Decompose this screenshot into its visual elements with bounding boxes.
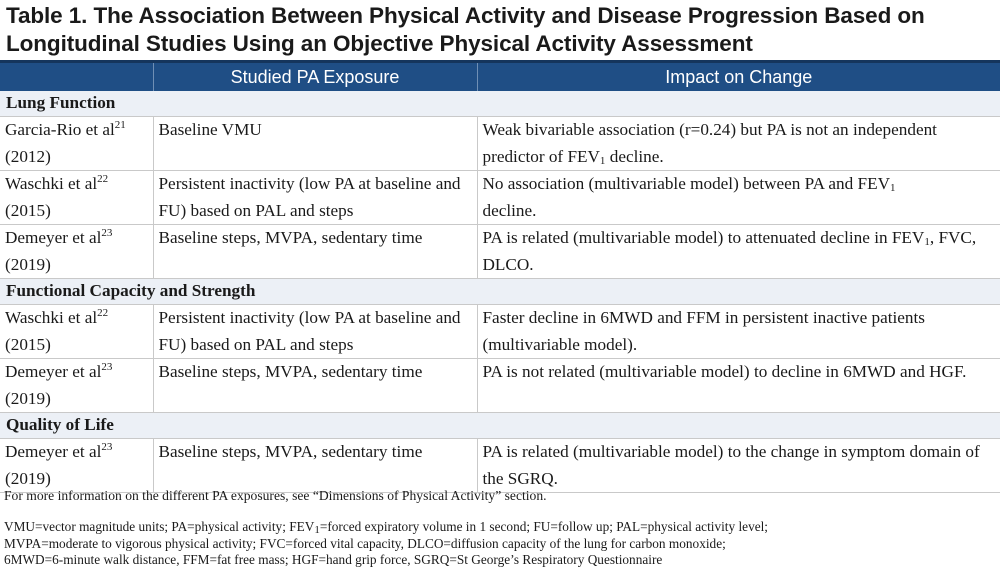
study-cell: Demeyer et al23 (2019)	[0, 438, 153, 493]
section-label: Lung Function	[0, 91, 1000, 117]
reference-number: 22	[97, 173, 109, 185]
impact-cell: PA is related (multivariable model) to t…	[476, 438, 1000, 493]
exposure-cell: Persistent inactivity (low PA at baselin…	[152, 304, 477, 359]
author: Garcia-Rio et al	[5, 120, 115, 139]
header-study	[0, 60, 153, 91]
header-impact-on-change: Impact on Change	[476, 60, 1000, 91]
table-row: Waschki et al22 (2015) Persistent inactiv…	[0, 304, 1000, 359]
abbreviations-line-1: VMU=vector magnitude units; PA=physical …	[4, 519, 769, 536]
year: (2019)	[5, 388, 51, 408]
author: Demeyer et al	[5, 442, 102, 461]
section-label: Quality of Life	[0, 412, 1000, 439]
abbreviations-line-3: 6MWD=6-minute walk distance, FFM=fat fre…	[4, 552, 663, 567]
year: (2012)	[5, 146, 51, 166]
table-row: Demeyer et al23 (2019) Baseline steps, MV…	[0, 224, 1000, 279]
exposure-cell: Baseline VMU	[152, 116, 477, 171]
footnote-info: For more information on the different PA…	[4, 488, 547, 503]
section-row-functional-capacity: Functional Capacity and Strength	[0, 278, 1000, 305]
impact-cell: No association (multivariable model) bet…	[476, 170, 1000, 225]
table-title-line-2: Longitudinal Studies Using an Objective …	[6, 31, 753, 56]
author: Waschki et al	[5, 174, 98, 193]
impact-cell: Weak bivariable association (r=0.24) but…	[476, 116, 1000, 171]
reference-number: 23	[101, 441, 113, 453]
study-cell: Garcia-Rio et al21 (2012)	[0, 116, 153, 171]
reference-number: 23	[101, 361, 113, 373]
impact-cell: Faster decline in 6MWD and FFM in persis…	[476, 304, 1000, 359]
exposure-cell: Persistent inactivity (low PA at baselin…	[152, 170, 477, 225]
table-row: Waschki et al22 (2015) Persistent inactiv…	[0, 170, 1000, 225]
author: Demeyer et al	[5, 362, 102, 381]
association-table: Studied PA Exposure Impact on Change Lun…	[0, 60, 1000, 493]
exposure-cell: Baseline steps, MVPA, sedentary time	[152, 438, 477, 493]
table-row: Garcia-Rio et al21 (2012) Baseline VMU We…	[0, 116, 1000, 171]
reference-number: 22	[97, 307, 109, 319]
exposure-cell: Baseline steps, MVPA, sedentary time	[152, 224, 477, 279]
year: (2015)	[5, 200, 51, 220]
study-cell: Waschki et al22 (2015)	[0, 170, 153, 225]
impact-cell: PA is related (multivariable model) to a…	[476, 224, 1000, 279]
study-cell: Demeyer et al23 (2019)	[0, 224, 153, 279]
reference-number: 23	[101, 227, 113, 239]
table-title-line-1: Table 1. The Association Between Physica…	[6, 3, 925, 28]
exposure-cell: Baseline steps, MVPA, sedentary time	[152, 358, 477, 413]
table-row: Demeyer et al23 (2019) Baseline steps, MV…	[0, 358, 1000, 413]
section-row-quality-of-life: Quality of Life	[0, 412, 1000, 439]
table-title: Table 1. The Association Between Physica…	[6, 2, 996, 58]
author: Demeyer et al	[5, 228, 102, 247]
reference-number: 21	[114, 119, 126, 131]
author: Waschki et al	[5, 308, 98, 327]
table-header: Studied PA Exposure Impact on Change	[0, 60, 1000, 91]
header-studied-pa-exposure: Studied PA Exposure	[152, 60, 477, 91]
year: (2015)	[5, 334, 51, 354]
impact-cell: PA is not related (multivariable model) …	[476, 358, 1000, 413]
study-cell: Waschki et al22 (2015)	[0, 304, 153, 359]
year: (2019)	[5, 468, 51, 488]
section-row-lung-function: Lung Function	[0, 91, 1000, 117]
table-row: Demeyer et al23 (2019) Baseline steps, MV…	[0, 438, 1000, 493]
study-cell: Demeyer et al23 (2019)	[0, 358, 153, 413]
section-label: Functional Capacity and Strength	[0, 278, 1000, 305]
abbreviations-line-2: MVPA=moderate to vigorous physical activ…	[4, 535, 726, 551]
year: (2019)	[5, 254, 51, 274]
footnote-abbreviations: VMU=vector magnitude units; PA=physical …	[4, 519, 998, 569]
